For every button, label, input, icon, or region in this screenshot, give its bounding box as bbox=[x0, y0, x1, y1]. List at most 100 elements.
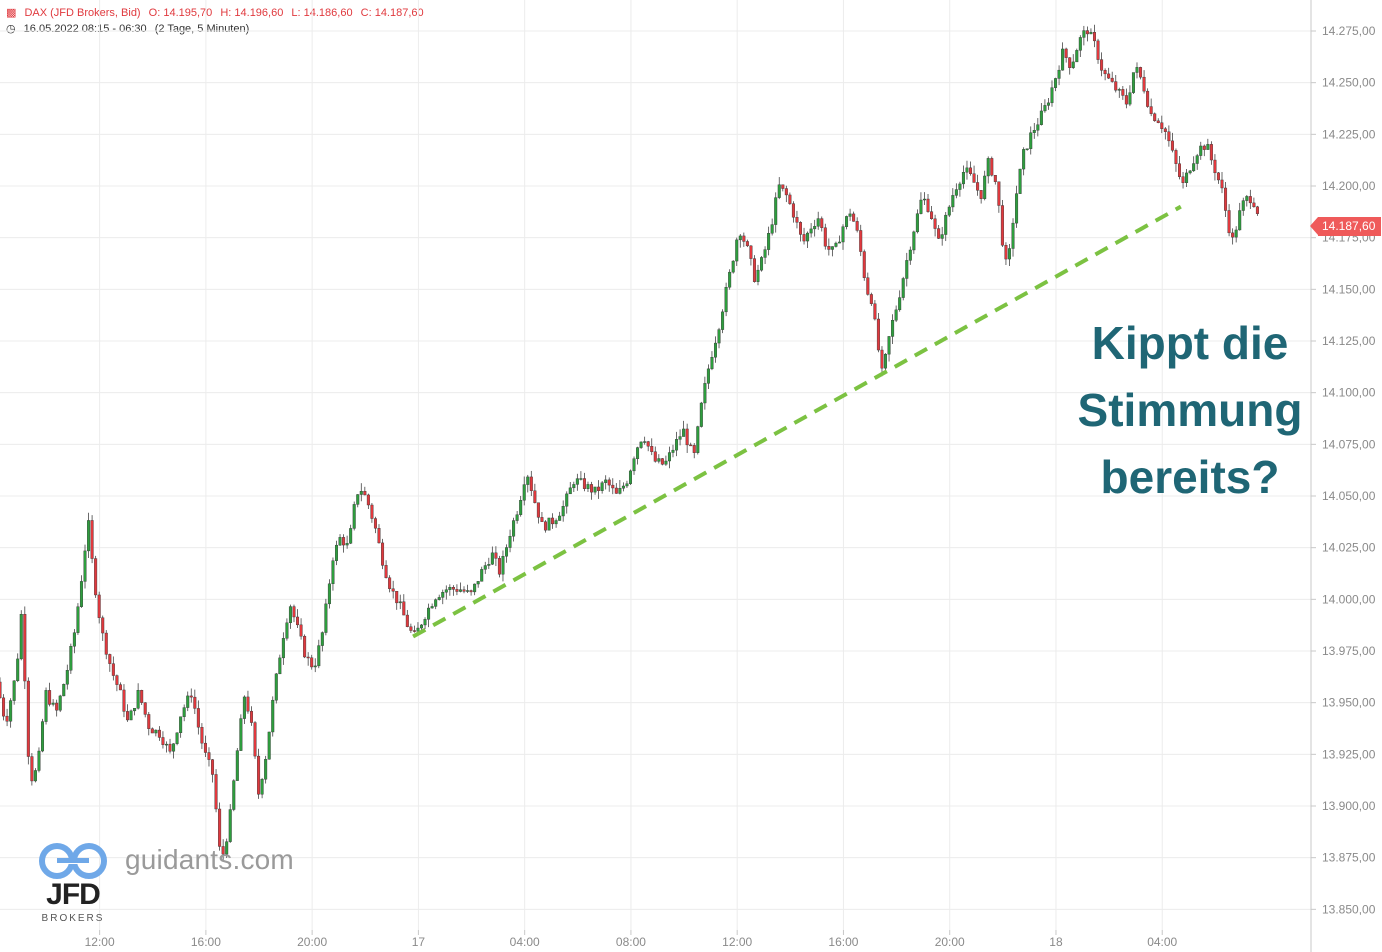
candle-body bbox=[519, 500, 523, 515]
candle-body bbox=[653, 451, 657, 462]
candle-body bbox=[37, 750, 41, 771]
candle-body bbox=[848, 213, 852, 217]
candle-body bbox=[837, 241, 841, 244]
candle-body bbox=[356, 494, 360, 505]
candle-body bbox=[915, 213, 919, 233]
y-tick-label: 13.900,00 bbox=[1322, 799, 1376, 813]
candle-body bbox=[1227, 210, 1231, 234]
candle-body bbox=[607, 479, 611, 486]
candle-body bbox=[1107, 73, 1111, 79]
candle-body bbox=[161, 737, 165, 745]
candle-body bbox=[894, 309, 898, 321]
candle-body bbox=[260, 779, 264, 795]
candle-body bbox=[976, 182, 980, 191]
candle-body bbox=[986, 158, 990, 177]
candle-body bbox=[246, 696, 250, 712]
candle-body bbox=[685, 428, 689, 446]
candle-body bbox=[944, 214, 948, 235]
candle-body bbox=[997, 181, 1001, 206]
candle-body bbox=[168, 743, 172, 752]
candle-body bbox=[249, 710, 253, 723]
candle-body bbox=[887, 336, 891, 355]
candle-body bbox=[1248, 196, 1252, 204]
clock-icon: ◷ bbox=[6, 23, 16, 35]
candle-body bbox=[1046, 102, 1050, 106]
candle-body bbox=[242, 696, 246, 719]
candle-body bbox=[579, 478, 583, 480]
high-value: H: 14.196,60 bbox=[220, 7, 284, 19]
candle-body bbox=[1252, 202, 1256, 208]
candle-body bbox=[175, 732, 179, 744]
candle-body bbox=[618, 488, 622, 494]
candle-body bbox=[1185, 172, 1189, 183]
candle-body bbox=[405, 614, 409, 627]
candle-body bbox=[373, 518, 377, 529]
candle-body bbox=[140, 690, 144, 703]
candle-body bbox=[211, 759, 215, 775]
candle-body bbox=[703, 383, 707, 404]
open-value: O: 14.195,70 bbox=[148, 7, 213, 19]
candle-body bbox=[827, 246, 831, 250]
candle-body bbox=[572, 484, 576, 489]
x-axis-ticks: 12:00 16:00 20:00 17 04:00 08:00 12:00 16:00 20:… bbox=[85, 930, 1178, 949]
candle-body bbox=[395, 591, 399, 604]
candle-body bbox=[55, 702, 59, 711]
candle-body bbox=[834, 242, 838, 247]
candle-body bbox=[855, 221, 859, 231]
brand-name: JFD bbox=[46, 878, 101, 911]
low-value: L: 14.186,60 bbox=[291, 7, 353, 19]
candle-body bbox=[299, 624, 303, 637]
candle-body bbox=[692, 445, 696, 453]
candle-body bbox=[862, 251, 866, 278]
candle-body bbox=[738, 235, 742, 241]
candle-body bbox=[1178, 163, 1182, 177]
candle-body bbox=[806, 232, 810, 242]
candle-body bbox=[646, 441, 650, 447]
candle-body bbox=[441, 592, 445, 598]
candle-body bbox=[752, 258, 756, 282]
candle-body bbox=[1146, 90, 1150, 107]
candle-body bbox=[667, 452, 671, 462]
candle-body bbox=[961, 172, 965, 185]
candle-body bbox=[529, 476, 533, 491]
last-price-marker: 14.187,60 bbox=[1309, 217, 1382, 236]
candle-body bbox=[285, 622, 289, 639]
candle-body bbox=[409, 626, 413, 631]
candle-body bbox=[23, 614, 27, 682]
candle-body bbox=[1163, 128, 1167, 132]
candle-body bbox=[179, 716, 183, 734]
candle-body bbox=[639, 441, 643, 448]
candle-body bbox=[660, 458, 664, 465]
candle-body bbox=[919, 199, 923, 214]
candle-body bbox=[533, 490, 537, 503]
trendline bbox=[412, 204, 1182, 639]
candle-body bbox=[745, 241, 749, 247]
candle-body bbox=[604, 479, 608, 483]
candle-body bbox=[1202, 145, 1206, 150]
candle-body bbox=[972, 173, 976, 183]
candle-body bbox=[292, 606, 296, 618]
candle-body bbox=[628, 470, 632, 484]
candle-body bbox=[590, 484, 594, 493]
candle-body bbox=[983, 175, 987, 199]
candle-body bbox=[731, 260, 735, 273]
candle-body bbox=[281, 638, 285, 659]
candle-body bbox=[72, 632, 76, 647]
candle-body bbox=[129, 710, 133, 721]
candle-body bbox=[1092, 32, 1096, 42]
candle-body bbox=[288, 606, 292, 624]
candle-body bbox=[678, 436, 682, 440]
candle-body bbox=[905, 260, 909, 279]
close-value: C: 14.187,60 bbox=[360, 7, 424, 19]
candle-body bbox=[1078, 37, 1082, 51]
headline-line-2: Stimmung bbox=[1077, 384, 1303, 436]
candle-body bbox=[749, 245, 753, 259]
candle-body bbox=[777, 184, 781, 198]
candle-body bbox=[30, 756, 34, 782]
candle-body bbox=[90, 520, 94, 559]
candle-body bbox=[632, 458, 636, 472]
candle-body bbox=[682, 428, 686, 437]
y-tick-label: 14.125,00 bbox=[1322, 334, 1376, 348]
candle-body bbox=[12, 680, 16, 701]
